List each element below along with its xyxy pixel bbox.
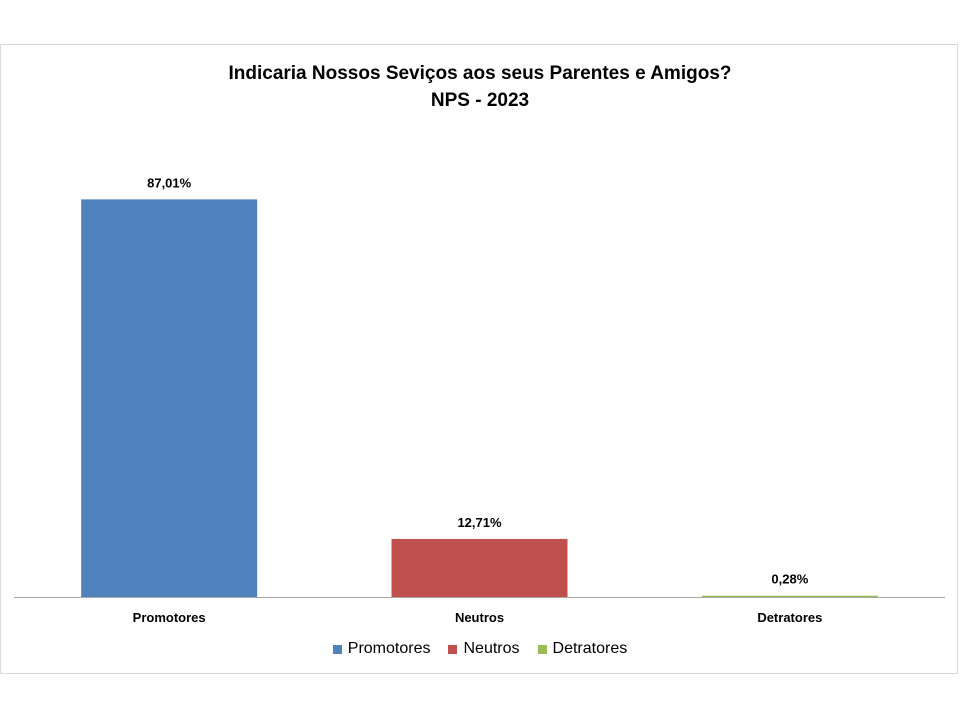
legend-item-detratores: Detratores: [537, 640, 628, 658]
legend-item-promotores: Promotores: [332, 640, 431, 658]
chart-legend: Promotores Neutros Detratores: [0, 640, 960, 658]
legend-swatch-detratores: [537, 644, 547, 654]
bar-promotores: [81, 199, 258, 597]
bar-neutros: [391, 538, 568, 597]
chart-subtitle: NPS - 2023: [430, 90, 530, 111]
legend-item-neutros: Neutros: [448, 640, 520, 658]
x-tick-label-detratores: Detratores: [757, 610, 822, 625]
legend-label-detratores: Detratores: [552, 640, 628, 657]
data-label-neutros: 12,71%: [457, 515, 502, 530]
legend-label-promotores: Promotores: [347, 640, 431, 657]
data-label-promotores: 87,01%: [147, 175, 192, 190]
bar-detratores: [701, 595, 878, 597]
chart-title: Indicaria Nossos Seviços aos seus Parent…: [228, 63, 732, 84]
chart-title-block: Indicaria Nossos Seviços aos seus Parent…: [0, 60, 960, 114]
legend-swatch-promotores: [332, 644, 342, 654]
x-tick-label-promotores: Promotores: [133, 610, 206, 625]
legend-label-neutros: Neutros: [463, 640, 520, 657]
x-tick-label-neutros: Neutros: [455, 610, 504, 625]
legend-swatch-neutros: [448, 644, 458, 654]
data-label-detratores: 0,28%: [771, 572, 808, 587]
